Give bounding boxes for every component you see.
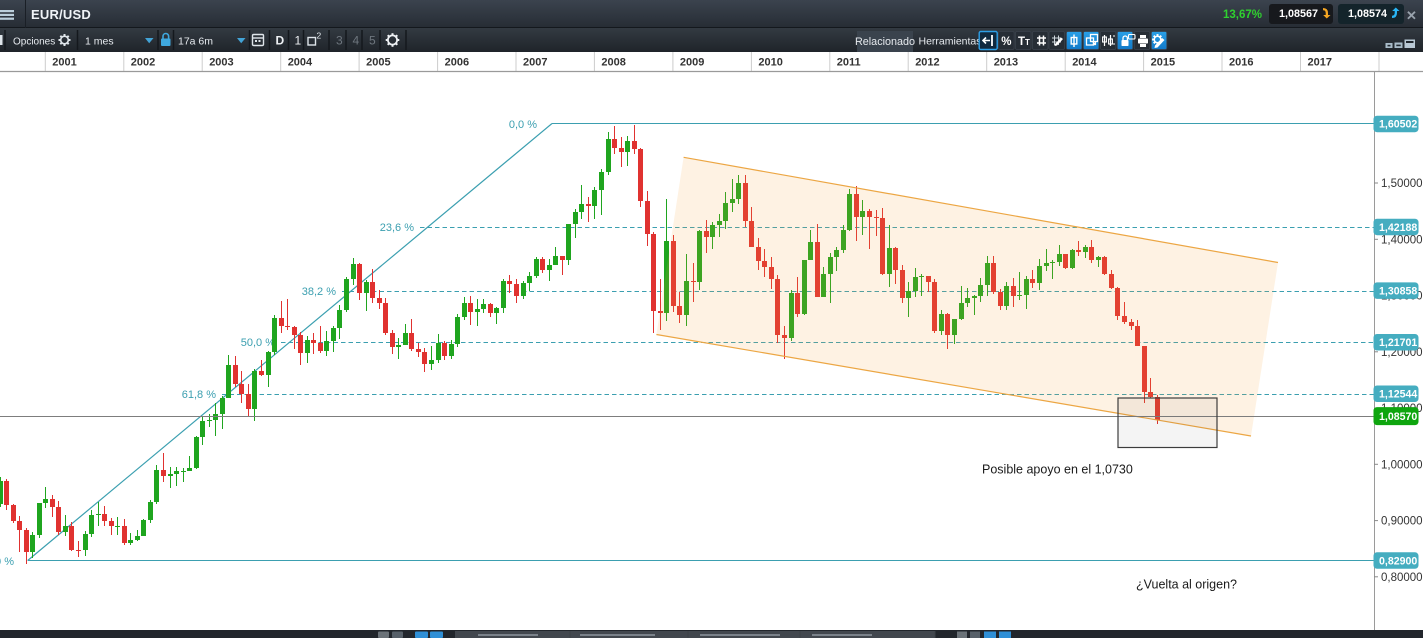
svg-text:2015: 2015 [1151, 57, 1175, 69]
svg-text:1,08570: 1,08570 [1379, 411, 1417, 423]
svg-text:2008: 2008 [601, 57, 625, 69]
svg-text:%: % [1001, 36, 1011, 48]
svg-text:2007: 2007 [523, 57, 547, 69]
svg-text:2002: 2002 [131, 57, 155, 69]
svg-text:2017: 2017 [1308, 57, 1332, 69]
svg-text:T: T [1018, 36, 1025, 48]
svg-text:2006: 2006 [445, 57, 469, 69]
svg-text:100,0 %: 100,0 % [0, 556, 14, 568]
svg-text:17a 6m: 17a 6m [178, 36, 213, 48]
svg-text:2009: 2009 [680, 57, 704, 69]
svg-text:2010: 2010 [758, 57, 782, 69]
svg-text:5: 5 [369, 34, 376, 48]
svg-text:3: 3 [336, 34, 343, 48]
svg-text:1,21701: 1,21701 [1379, 337, 1417, 349]
svg-text:1,30858: 1,30858 [1379, 286, 1417, 298]
svg-text:2016: 2016 [1229, 57, 1253, 69]
svg-text:2005: 2005 [366, 57, 390, 69]
svg-text:23,6 %: 23,6 % [380, 222, 414, 234]
svg-text:2003: 2003 [209, 57, 233, 69]
svg-text:Opciones: Opciones [13, 37, 55, 48]
svg-text:1,40000: 1,40000 [1381, 234, 1423, 246]
svg-text:2004: 2004 [288, 57, 313, 69]
svg-text:1,12544: 1,12544 [1379, 389, 1417, 401]
svg-text:1,50000: 1,50000 [1381, 178, 1423, 190]
svg-text:2013: 2013 [994, 57, 1018, 69]
svg-text:61,8 %: 61,8 % [182, 389, 216, 401]
svg-text:Herramientas: Herramientas [919, 36, 982, 48]
svg-text:1,00000: 1,00000 [1381, 459, 1423, 471]
svg-text:2011: 2011 [837, 57, 861, 69]
svg-text:50,0 %: 50,0 % [241, 337, 275, 349]
svg-text:D: D [276, 34, 285, 48]
svg-text:2001: 2001 [52, 57, 76, 69]
svg-text:0,80000: 0,80000 [1381, 572, 1423, 584]
svg-text:1,60502: 1,60502 [1379, 119, 1417, 131]
svg-text:4: 4 [353, 34, 360, 48]
svg-text:0,0 %: 0,0 % [509, 119, 537, 131]
svg-text:1: 1 [295, 34, 302, 48]
svg-text:1,42188: 1,42188 [1379, 222, 1417, 234]
svg-text:0,82900: 0,82900 [1379, 555, 1417, 567]
svg-text:2: 2 [317, 31, 322, 41]
svg-text:2012: 2012 [915, 57, 939, 69]
svg-text:Posible apoyo en el 1,0730: Posible apoyo en el 1,0730 [982, 463, 1133, 477]
svg-text:1 mes: 1 mes [85, 36, 114, 48]
svg-text:38,2 %: 38,2 % [302, 286, 336, 298]
svg-text:¿Vuelta al origen?: ¿Vuelta al origen? [1136, 578, 1237, 592]
svg-text:0,90000: 0,90000 [1381, 516, 1423, 528]
svg-text:Relacionado: Relacionado [855, 36, 915, 48]
svg-text:T: T [1025, 38, 1030, 47]
svg-text:2014: 2014 [1072, 57, 1097, 69]
